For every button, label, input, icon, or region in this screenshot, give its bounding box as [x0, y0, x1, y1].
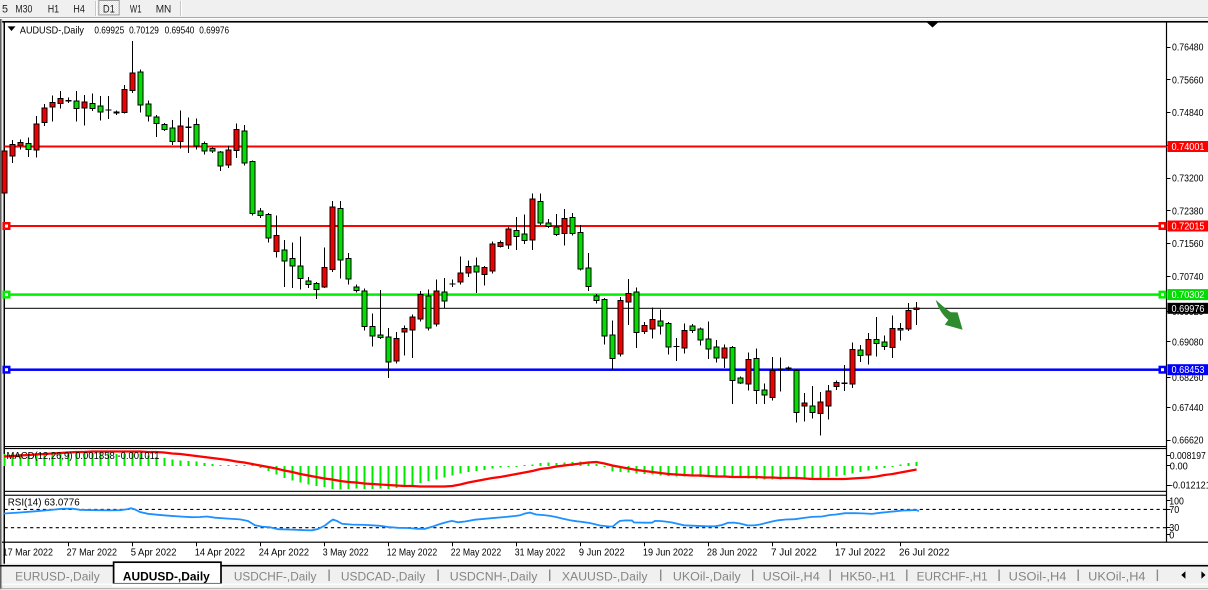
svg-text:D1: D1 — [103, 3, 115, 15]
svg-text:0.69976: 0.69976 — [199, 25, 229, 37]
svg-text:USDCNH-,Daily: USDCNH-,Daily — [450, 571, 538, 583]
svg-text:AUDUSD-,Daily: AUDUSD-,Daily — [20, 25, 85, 37]
svg-text:0.74001: 0.74001 — [1172, 142, 1205, 153]
svg-text:5 Apr 2022: 5 Apr 2022 — [131, 547, 177, 559]
svg-text:0.69925: 0.69925 — [94, 25, 124, 37]
svg-text:USOil-,H4: USOil-,H4 — [1009, 571, 1067, 583]
svg-text:0.67440: 0.67440 — [1172, 403, 1204, 414]
svg-text:0.75660: 0.75660 — [1172, 75, 1204, 86]
svg-text:H4: H4 — [73, 3, 85, 15]
svg-text:USOil-,H4: USOil-,H4 — [763, 571, 821, 583]
svg-text:UKOil-,H4: UKOil-,H4 — [1088, 571, 1146, 583]
svg-text:RSI(14) 63.0776: RSI(14) 63.0776 — [8, 497, 80, 509]
svg-text:19 Jun 2022: 19 Jun 2022 — [643, 547, 694, 559]
svg-text:EURUSD-,Daily: EURUSD-,Daily — [15, 571, 100, 583]
svg-text:17 Mar 2022: 17 Mar 2022 — [3, 547, 54, 559]
svg-text:12 May 2022: 12 May 2022 — [387, 547, 438, 559]
svg-text:100: 100 — [1169, 497, 1184, 508]
svg-text:HK50-,H1: HK50-,H1 — [840, 571, 896, 583]
svg-text:0.66620: 0.66620 — [1172, 436, 1204, 447]
svg-text:XAUUSD-,Daily: XAUUSD-,Daily — [562, 571, 648, 583]
svg-text:31 May 2022: 31 May 2022 — [515, 547, 566, 559]
svg-text:0: 0 — [1169, 530, 1174, 541]
svg-text:28 Jun 2022: 28 Jun 2022 — [707, 547, 758, 559]
svg-text:EURCHF-,H1: EURCHF-,H1 — [917, 571, 988, 583]
svg-text:0.68453: 0.68453 — [1172, 365, 1205, 376]
svg-text:-0.012121: -0.012121 — [1170, 481, 1208, 492]
svg-text:0.68260: 0.68260 — [1172, 373, 1204, 384]
svg-text:0.69976: 0.69976 — [1172, 304, 1205, 315]
svg-text:AUDUSD-,Daily: AUDUSD-,Daily — [123, 571, 211, 583]
svg-text:MACD(12,26,9) 0.001858 -0.0010: MACD(12,26,9) 0.001858 -0.001011 — [7, 450, 160, 462]
svg-text:0.70740: 0.70740 — [1172, 272, 1204, 283]
svg-text:USDCHF-,Daily: USDCHF-,Daily — [234, 571, 317, 583]
svg-text:0.73200: 0.73200 — [1172, 174, 1204, 185]
svg-text:9 Jun 2022: 9 Jun 2022 — [579, 547, 625, 559]
svg-text:0.72380: 0.72380 — [1172, 206, 1204, 217]
svg-text:14 Apr 2022: 14 Apr 2022 — [195, 547, 246, 559]
svg-text:26 Jul 2022: 26 Jul 2022 — [899, 547, 950, 559]
svg-text:0.00: 0.00 — [1170, 461, 1188, 472]
svg-text:0.008197: 0.008197 — [1170, 451, 1206, 462]
svg-text:70: 70 — [1169, 505, 1179, 516]
svg-text:3 May 2022: 3 May 2022 — [323, 547, 369, 559]
svg-text:USDCAD-,Daily: USDCAD-,Daily — [341, 571, 426, 583]
svg-text:27 Mar 2022: 27 Mar 2022 — [67, 547, 118, 559]
svg-text:0.74840: 0.74840 — [1172, 108, 1204, 119]
svg-text:24 Apr 2022: 24 Apr 2022 — [259, 547, 310, 559]
svg-text:17 Jul 2022: 17 Jul 2022 — [835, 547, 886, 559]
svg-text:0.69540: 0.69540 — [165, 25, 195, 37]
svg-text:H1: H1 — [48, 3, 59, 15]
svg-text:MN: MN — [156, 3, 172, 15]
svg-text:W1: W1 — [130, 3, 142, 15]
svg-text:0.72015: 0.72015 — [1172, 222, 1205, 233]
svg-text:0.70129: 0.70129 — [129, 25, 159, 37]
svg-text:7 Jul 2022: 7 Jul 2022 — [771, 547, 817, 559]
svg-text:UKOil-,Daily: UKOil-,Daily — [673, 571, 741, 583]
svg-text:30: 30 — [1169, 523, 1179, 534]
svg-text:0.71560: 0.71560 — [1172, 239, 1204, 250]
svg-text:0.69080: 0.69080 — [1172, 337, 1204, 348]
svg-text:0.76480: 0.76480 — [1172, 43, 1204, 54]
svg-text:22 May 2022: 22 May 2022 — [451, 547, 502, 559]
svg-text:5: 5 — [2, 3, 8, 15]
svg-text:0.70302: 0.70302 — [1172, 290, 1205, 301]
svg-text:M30: M30 — [15, 3, 32, 15]
